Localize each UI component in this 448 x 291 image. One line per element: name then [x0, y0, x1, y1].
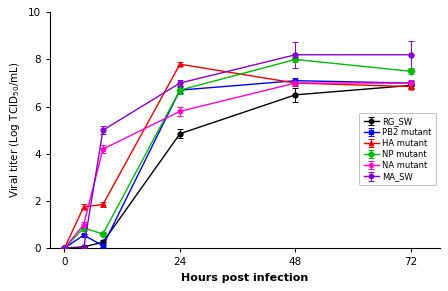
Y-axis label: Viral titer (Log TCID$_{50}$/mL): Viral titer (Log TCID$_{50}$/mL)	[9, 62, 22, 198]
Legend: RG_SW, PB2 mutant, HA mutant, NP mutant, NA mutant, MA_SW: RG_SW, PB2 mutant, HA mutant, NP mutant,…	[359, 113, 435, 185]
X-axis label: Hours post infection: Hours post infection	[181, 273, 309, 283]
